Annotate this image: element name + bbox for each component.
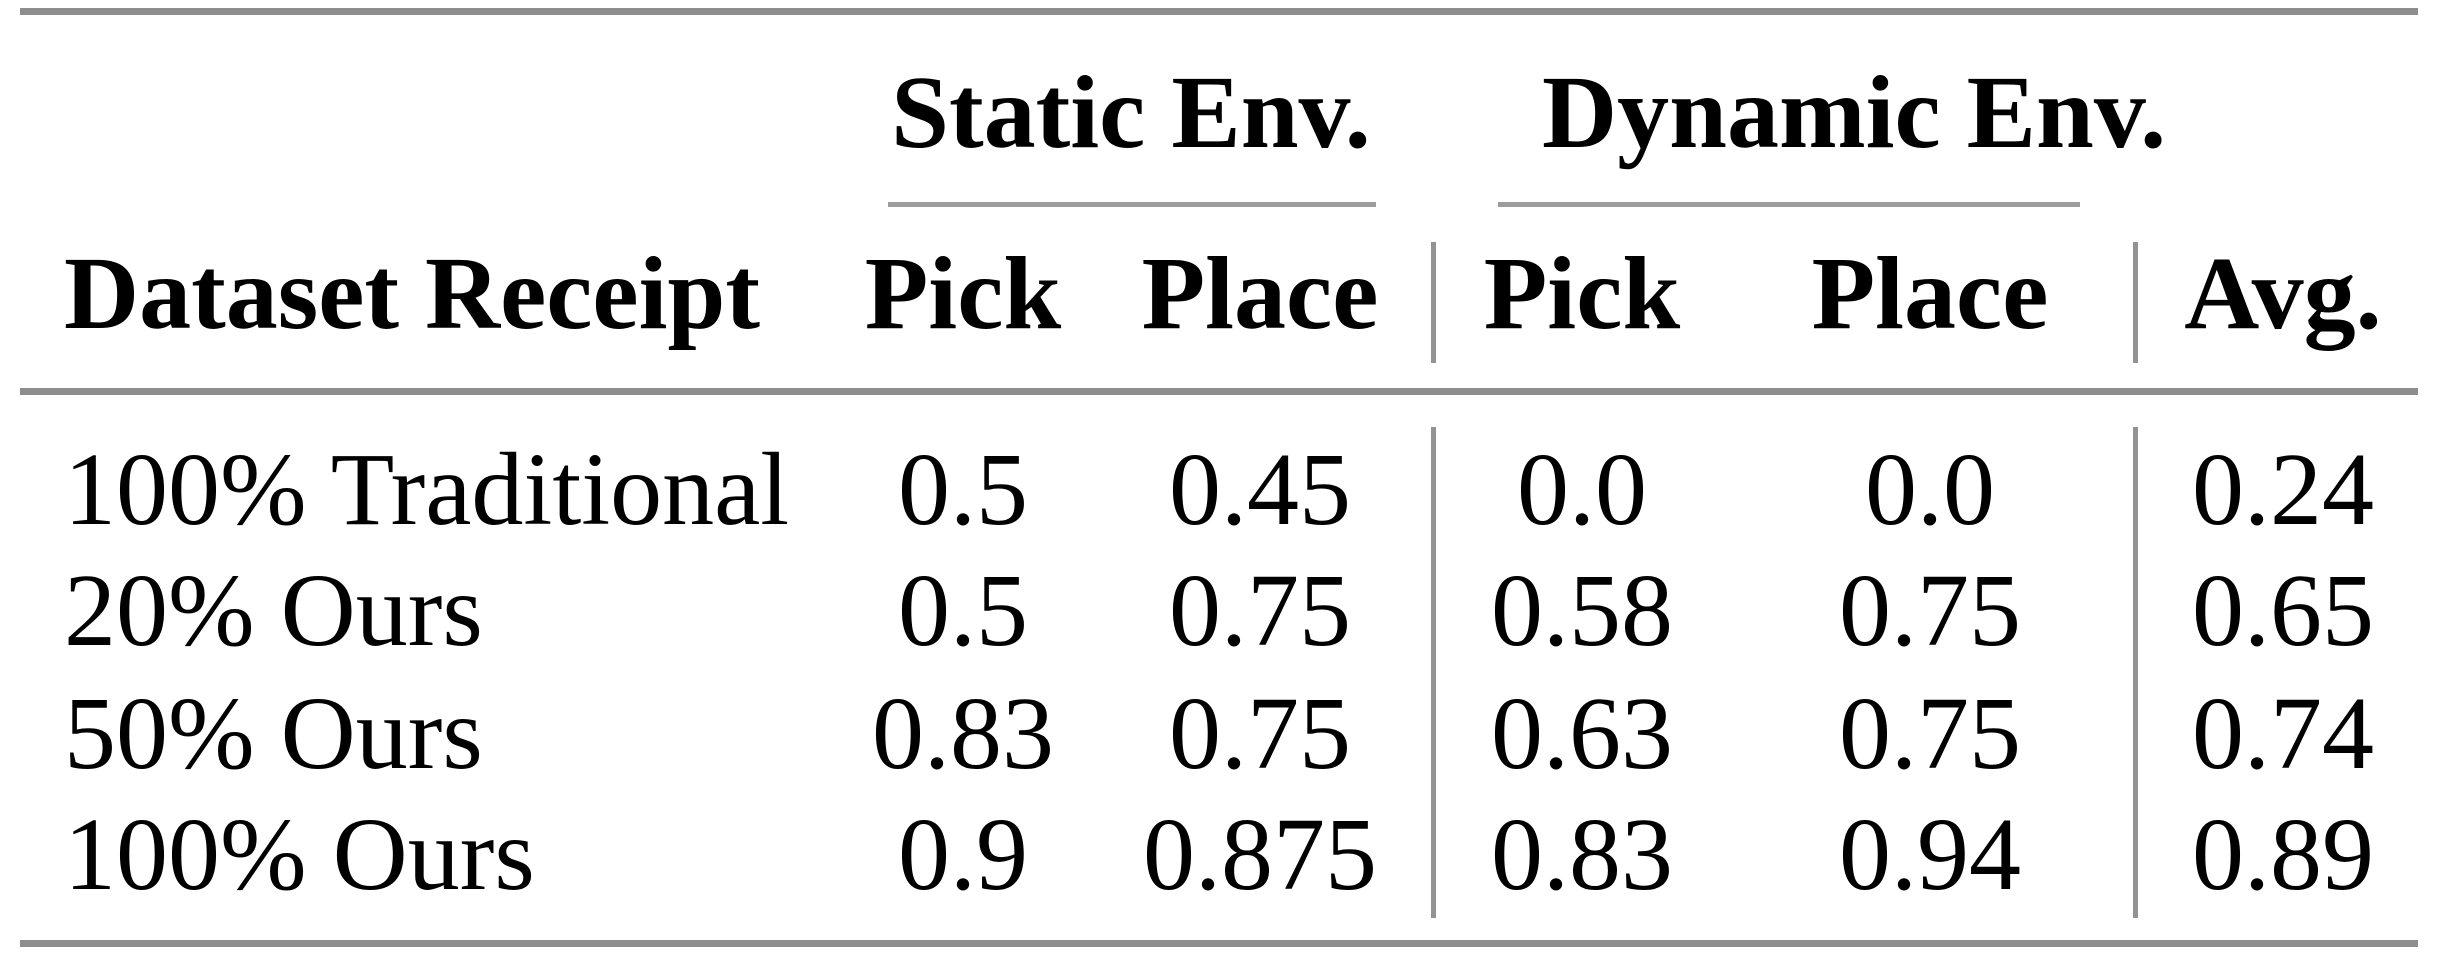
cell-static-place: 0.875 [1143, 797, 1377, 912]
cell-dynamic-pick: 0.63 [1491, 676, 1673, 791]
group-header-static-env: Static Env. [891, 55, 1371, 170]
cell-static-place: 0.75 [1169, 553, 1351, 668]
cell-dynamic-pick: 0.83 [1491, 797, 1673, 912]
group-header-dynamic-env: Dynamic Env. [1542, 55, 2167, 170]
static-env-underline [888, 202, 1376, 207]
column-header-avg: Avg. [2184, 236, 2382, 351]
cell-static-pick: 0.9 [898, 797, 1028, 912]
cell-avg: 0.74 [2192, 676, 2374, 791]
cell-dynamic-pick: 0.58 [1491, 553, 1673, 668]
row-label: 100% Traditional [64, 432, 790, 547]
cell-static-place: 0.45 [1169, 432, 1351, 547]
table-header-rule [20, 388, 2418, 395]
cell-dynamic-place: 0.75 [1839, 553, 2021, 668]
cell-dynamic-place: 0.0 [1865, 432, 1995, 547]
row-label: 20% Ours [64, 553, 483, 668]
cell-dynamic-place: 0.94 [1839, 797, 2021, 912]
cell-avg: 0.24 [2192, 432, 2374, 547]
cell-static-pick: 0.5 [898, 553, 1028, 668]
column-header-dynamic-place: Place [1811, 236, 2049, 351]
column-header-dynamic-pick: Pick [1483, 236, 1681, 351]
column-header-dataset-receipt: Dataset Receipt [64, 236, 760, 351]
cell-static-pick: 0.83 [872, 676, 1054, 791]
cell-static-pick: 0.5 [898, 432, 1028, 547]
dynamic-env-underline [1498, 202, 2080, 207]
column-separator-dynamic-avg [2133, 242, 2138, 363]
table-top-rule [20, 8, 2418, 15]
cell-avg: 0.89 [2192, 797, 2374, 912]
column-header-static-pick: Pick [864, 236, 1062, 351]
column-separator-static-dynamic [1431, 427, 1436, 918]
cell-dynamic-place: 0.75 [1839, 676, 2021, 791]
row-label: 100% Ours [64, 797, 535, 912]
column-header-static-place: Place [1141, 236, 1379, 351]
column-separator-dynamic-avg [2133, 427, 2138, 918]
table-bottom-rule [20, 940, 2418, 947]
cell-dynamic-pick: 0.0 [1517, 432, 1647, 547]
row-label: 50% Ours [64, 676, 483, 791]
cell-static-place: 0.75 [1169, 676, 1351, 791]
column-separator-static-dynamic [1431, 242, 1436, 363]
cell-avg: 0.65 [2192, 553, 2374, 668]
